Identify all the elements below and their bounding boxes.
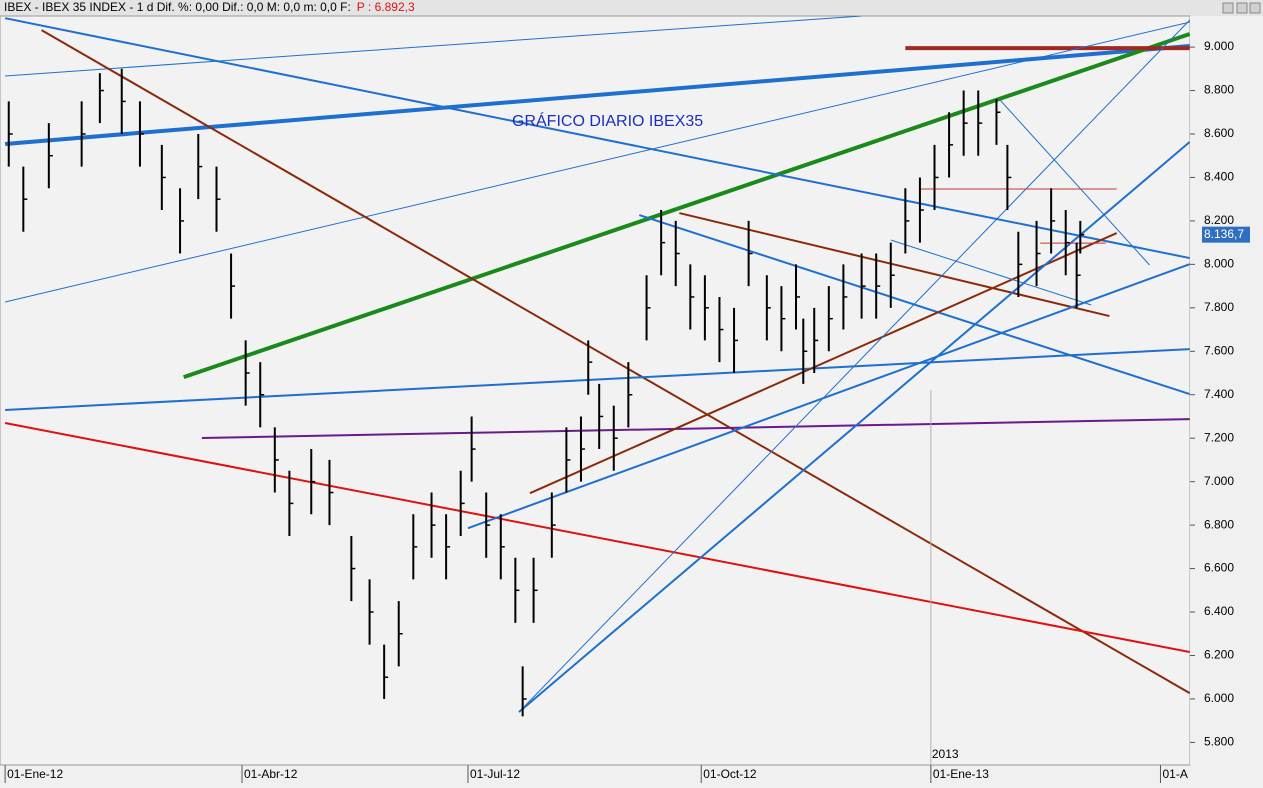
- price-bars: [7, 68, 1085, 717]
- last-value-label: 8.136,7: [1204, 227, 1244, 241]
- x-tick-label: 01-Oct-12: [703, 767, 757, 781]
- y-axis-panel: [1190, 16, 1263, 765]
- y-tick-label: 9.000: [1204, 39, 1234, 53]
- window-button[interactable]: [1249, 2, 1261, 14]
- y-tick-label: 8.200: [1204, 213, 1234, 227]
- trendline: [467, 263, 1190, 530]
- header-title: IBEX - IBEX 35 INDEX - 1 d Dif. %: 0,00 …: [4, 0, 351, 14]
- window-button[interactable]: [1222, 2, 1234, 14]
- y-tick-label: 7.800: [1204, 300, 1234, 314]
- y-tick-label: 8.000: [1204, 257, 1234, 271]
- trendline: [4, 21, 1190, 303]
- trendline: [4, 17, 1190, 260]
- trendline: [679, 212, 1110, 318]
- y-tick-label: 7.200: [1204, 430, 1234, 444]
- y-tick-label: 8.400: [1204, 170, 1234, 184]
- y-tick-label: 8.600: [1204, 126, 1234, 140]
- x-tick-label: 01-Jul-12: [470, 767, 520, 781]
- y-tick-label: 6.800: [1204, 517, 1234, 531]
- year-label: 2013: [932, 747, 959, 761]
- trendline: [999, 99, 1150, 266]
- trendline: [41, 29, 1190, 694]
- y-tick-label: 7.400: [1204, 387, 1234, 401]
- trendline: [5, 16, 862, 77]
- trendlines: [4, 16, 1190, 713]
- y-tick-label: 6.400: [1204, 604, 1234, 618]
- trendline: [5, 348, 1190, 411]
- x-tick-label: 01-A: [1162, 767, 1187, 781]
- trendline: [4, 422, 1190, 653]
- trendline: [201, 418, 1190, 439]
- trendline: [4, 43, 1190, 146]
- x-tick-label: 01-Abr-12: [244, 767, 298, 781]
- y-tick-label: 7.600: [1204, 343, 1234, 357]
- trendline: [890, 239, 1092, 306]
- y-tick-label: 7.000: [1204, 474, 1234, 488]
- y-tick-label: 8.800: [1204, 83, 1234, 97]
- annotation: GRÁFICO DIARIO IBEX35: [512, 111, 703, 130]
- header-bar: [0, 0, 1263, 16]
- y-tick-label: 6.200: [1204, 648, 1234, 662]
- y-tick-label: 6.600: [1204, 561, 1234, 575]
- last-value-box: [1202, 226, 1250, 243]
- trendline: [183, 32, 1190, 380]
- x-tick-label: 01-Ene-13: [933, 767, 989, 781]
- x-tick-label: 01-Ene-12: [7, 767, 63, 781]
- window-button[interactable]: [1236, 2, 1248, 14]
- y-tick-label: 6.000: [1204, 691, 1234, 705]
- trendline: [518, 19, 1190, 713]
- price-label: P : 6.892,3: [357, 0, 415, 14]
- trendline: [518, 141, 1190, 713]
- y-tick-label: 5.800: [1204, 735, 1234, 749]
